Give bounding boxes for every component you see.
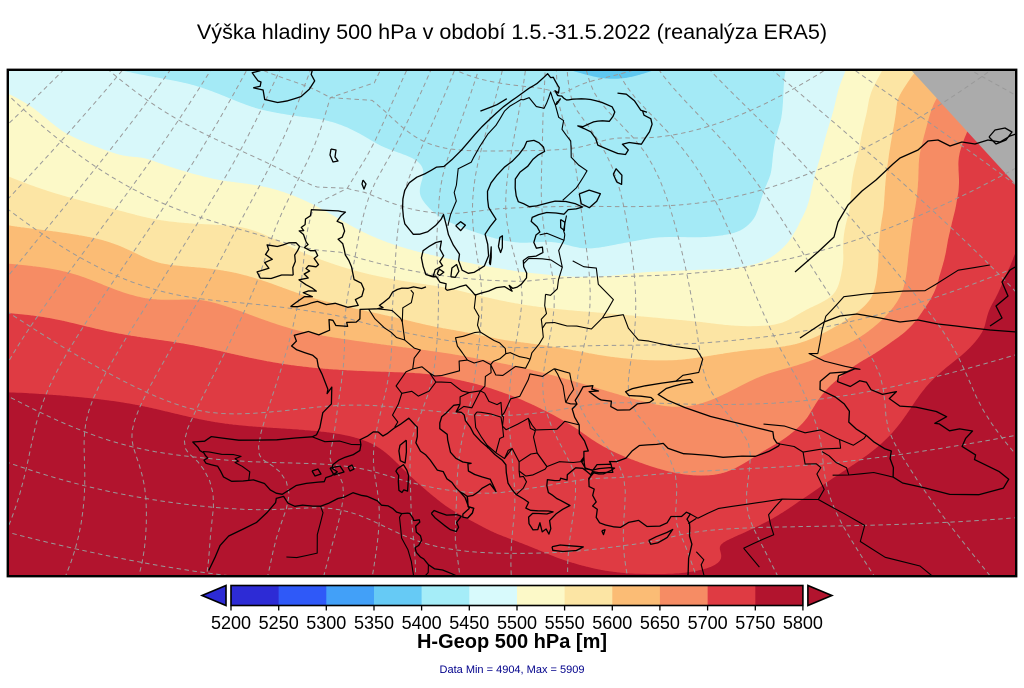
svg-text:5700: 5700: [688, 613, 728, 633]
svg-text:5500: 5500: [497, 613, 537, 633]
svg-text:5750: 5750: [735, 613, 775, 633]
svg-text:5450: 5450: [449, 613, 489, 633]
svg-text:5800: 5800: [783, 613, 823, 633]
svg-text:5200: 5200: [211, 613, 251, 633]
svg-text:5600: 5600: [592, 613, 632, 633]
svg-text:5400: 5400: [402, 613, 442, 633]
svg-text:Výška hladiny 500 hPa v období: Výška hladiny 500 hPa v období 1.5.-31.5…: [197, 19, 827, 44]
svg-text:5550: 5550: [545, 613, 585, 633]
svg-text:5350: 5350: [354, 613, 394, 633]
svg-text:Data Min = 4904, Max = 5909: Data Min = 4904, Max = 5909: [440, 664, 585, 676]
svg-text:5300: 5300: [306, 613, 346, 633]
svg-text:5650: 5650: [640, 613, 680, 633]
svg-text:H-Geop 500 hPa [m]: H-Geop 500 hPa [m]: [417, 631, 607, 653]
svg-text:5250: 5250: [259, 613, 299, 633]
